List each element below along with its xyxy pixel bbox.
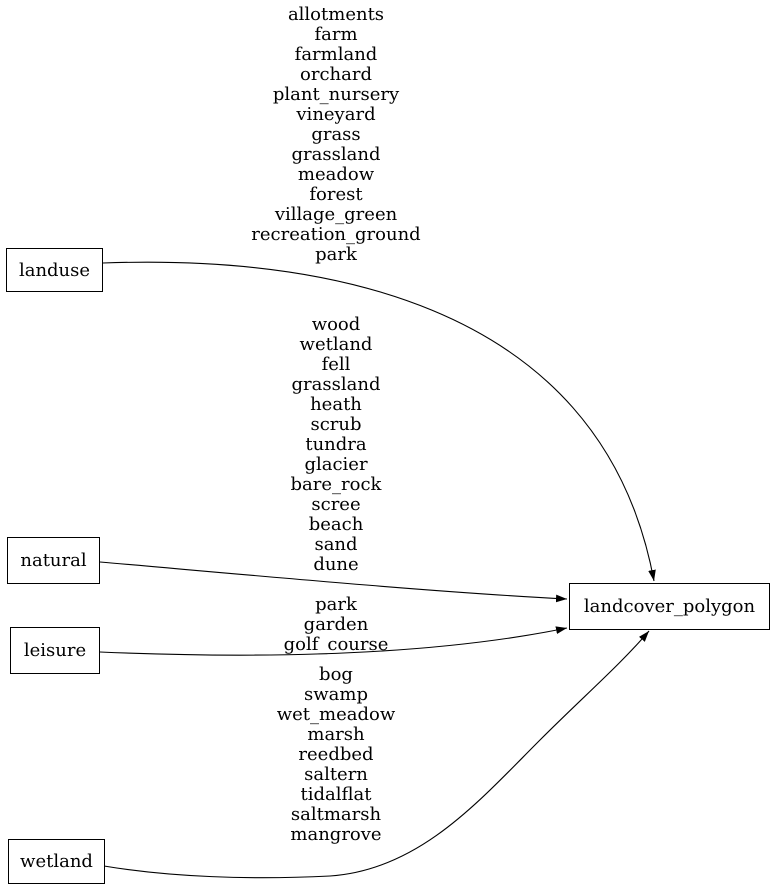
edge-label-landuse-values: allotments farm farmland orchard plant_n… bbox=[251, 4, 421, 265]
edge-label-wetland-values: bog swamp wet_meadow marsh reedbed salte… bbox=[276, 664, 396, 845]
node-landcover-polygon-label: landcover_polygon bbox=[583, 596, 756, 617]
edge-landuse-to-landcover bbox=[102, 261, 656, 582]
node-landuse-label: landuse bbox=[18, 259, 91, 281]
node-leisure-label: leisure bbox=[23, 640, 87, 661]
node-natural-label: natural bbox=[20, 550, 87, 571]
node-landcover-polygon: landcover_polygon bbox=[569, 583, 770, 630]
edge-leisure-to-landcover bbox=[99, 626, 568, 656]
node-wetland-label: wetland bbox=[20, 851, 93, 872]
edge-wetland-to-landcover bbox=[103, 630, 650, 879]
node-natural: natural bbox=[7, 537, 100, 584]
node-wetland: wetland bbox=[8, 839, 105, 884]
edge-label-natural-values: wood wetland fell grassland heath scrub … bbox=[290, 314, 382, 575]
node-leisure: leisure bbox=[10, 627, 100, 674]
node-landuse: landuse bbox=[6, 248, 103, 292]
edge-natural-to-landcover bbox=[99, 561, 568, 603]
edge-label-leisure-values: park garden golf_course bbox=[283, 594, 389, 655]
